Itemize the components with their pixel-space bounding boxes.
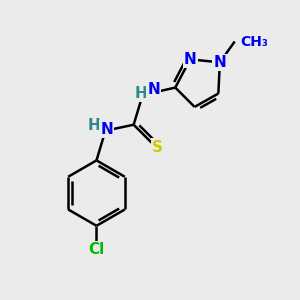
Text: N: N xyxy=(148,82,160,97)
Text: S: S xyxy=(152,140,163,154)
Text: N: N xyxy=(214,55,226,70)
Text: Cl: Cl xyxy=(88,242,105,257)
Text: N: N xyxy=(100,122,113,137)
Text: N: N xyxy=(184,52,196,67)
Text: H: H xyxy=(88,118,100,133)
Text: H: H xyxy=(135,86,148,101)
Text: CH₃: CH₃ xyxy=(241,34,268,49)
